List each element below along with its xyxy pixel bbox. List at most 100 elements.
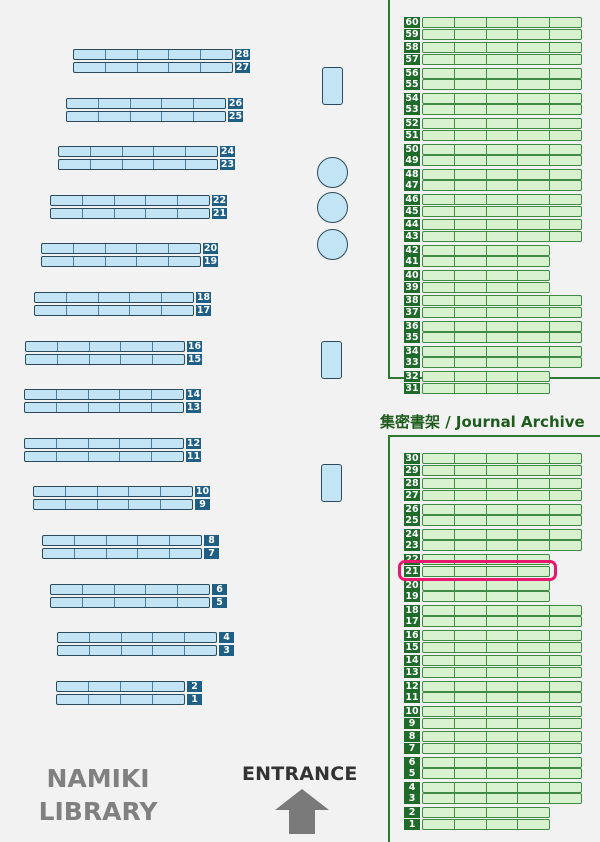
shelf-21[interactable] [422, 565, 550, 577]
shelf-7[interactable] [42, 548, 202, 559]
shelf-55[interactable] [422, 79, 582, 91]
shelf-15[interactable] [422, 641, 582, 653]
shelf-cell [193, 111, 225, 121]
shelf-24[interactable] [58, 146, 218, 158]
shelf-56[interactable] [422, 67, 582, 79]
shelf-28[interactable] [73, 49, 233, 60]
shelf-13[interactable] [422, 666, 582, 678]
shelf-59[interactable] [422, 28, 582, 40]
shelf-19[interactable] [422, 591, 550, 602]
shelf-cell [81, 195, 114, 205]
shelf-4[interactable] [422, 781, 582, 793]
shelf-23[interactable] [58, 159, 218, 171]
shelf-26[interactable] [66, 97, 226, 109]
shelf-cell [485, 346, 518, 356]
shelf-44[interactable] [422, 219, 582, 231]
shelf-22[interactable] [50, 194, 210, 206]
shelf-46[interactable] [422, 194, 582, 206]
shelf-38[interactable] [422, 295, 582, 307]
shelf-49[interactable] [422, 155, 582, 166]
shelf-12[interactable] [24, 437, 184, 449]
shelf-5[interactable] [422, 768, 582, 780]
shelf-11[interactable] [24, 450, 184, 462]
shelf-39[interactable] [422, 281, 550, 293]
shelf-16[interactable] [25, 340, 185, 352]
shelf-31[interactable] [422, 382, 550, 394]
shelf-cell [96, 500, 129, 510]
shelf-25[interactable] [422, 515, 582, 527]
shelf-47[interactable] [422, 180, 582, 192]
shelf-10[interactable] [33, 486, 193, 498]
shelf-18[interactable] [422, 604, 582, 616]
shelf-37[interactable] [422, 306, 582, 318]
shelf-18[interactable] [34, 292, 194, 303]
shelf-51[interactable] [422, 129, 582, 141]
shelf-6[interactable] [422, 756, 582, 768]
round-table[interactable] [317, 229, 348, 260]
shelf-50[interactable] [422, 143, 582, 155]
shelf-41[interactable] [422, 256, 550, 268]
shelf-26[interactable] [422, 503, 582, 515]
round-table[interactable] [317, 157, 348, 188]
round-table[interactable] [317, 192, 348, 223]
shelf-27[interactable] [422, 489, 582, 501]
shelf-29[interactable] [422, 464, 582, 476]
shelf-52[interactable] [422, 118, 582, 130]
shelf-6[interactable] [50, 583, 210, 595]
shelf-35[interactable] [422, 332, 582, 344]
shelf-13[interactable] [24, 402, 184, 414]
shelf-19[interactable] [41, 256, 201, 268]
shelf-3[interactable] [422, 793, 582, 805]
shelf-12[interactable] [422, 680, 582, 692]
shelf-34[interactable] [422, 345, 582, 357]
shelf-15[interactable] [25, 353, 185, 365]
shelf-14[interactable] [422, 655, 582, 667]
shelf-1[interactable] [422, 818, 550, 830]
shelf-8[interactable] [42, 535, 202, 546]
shelf-33[interactable] [422, 357, 582, 369]
shelf-2[interactable] [56, 680, 185, 692]
shelf-23[interactable] [422, 540, 582, 552]
shelf-10[interactable] [422, 706, 582, 717]
shelf-17[interactable] [34, 305, 194, 316]
shelf-4[interactable] [57, 632, 217, 644]
reading-table[interactable] [322, 67, 343, 105]
reading-table[interactable] [321, 341, 342, 379]
shelf-3[interactable] [57, 645, 217, 657]
shelf-21[interactable] [50, 207, 210, 219]
shelf-5[interactable] [50, 596, 210, 608]
shelf-7[interactable] [422, 742, 582, 754]
shelf-30[interactable] [422, 453, 582, 464]
shelf-40[interactable] [422, 270, 550, 281]
shelf-8[interactable] [422, 731, 582, 743]
shelf-27[interactable] [73, 62, 233, 73]
shelf-20[interactable] [422, 579, 550, 591]
shelf-9[interactable] [33, 499, 193, 511]
shelf-24[interactable] [422, 528, 582, 540]
shelf-9[interactable] [422, 717, 582, 729]
shelf-43[interactable] [422, 230, 582, 242]
shelf-57[interactable] [422, 53, 582, 65]
shelf-22[interactable] [422, 554, 550, 566]
shelf-36[interactable] [422, 320, 582, 332]
shelf-17[interactable] [422, 616, 582, 628]
shelf-16[interactable] [422, 630, 582, 642]
shelf-58[interactable] [422, 42, 582, 54]
shelf-45[interactable] [422, 205, 582, 217]
shelf-48[interactable] [422, 168, 582, 180]
reading-table[interactable] [321, 464, 342, 502]
shelf-cell [485, 454, 518, 463]
shelf-2[interactable] [422, 807, 550, 819]
shelf-cell [105, 549, 138, 558]
shelf-25[interactable] [66, 110, 226, 122]
shelf-28[interactable] [422, 478, 582, 490]
shelf-20[interactable] [41, 243, 201, 255]
shelf-60[interactable] [422, 17, 582, 28]
shelf-32[interactable] [422, 371, 550, 383]
shelf-54[interactable] [422, 92, 582, 104]
shelf-53[interactable] [422, 104, 582, 116]
shelf-1[interactable] [56, 693, 185, 705]
shelf-42[interactable] [422, 244, 550, 256]
shelf-11[interactable] [422, 692, 582, 704]
shelf-14[interactable] [24, 389, 184, 401]
